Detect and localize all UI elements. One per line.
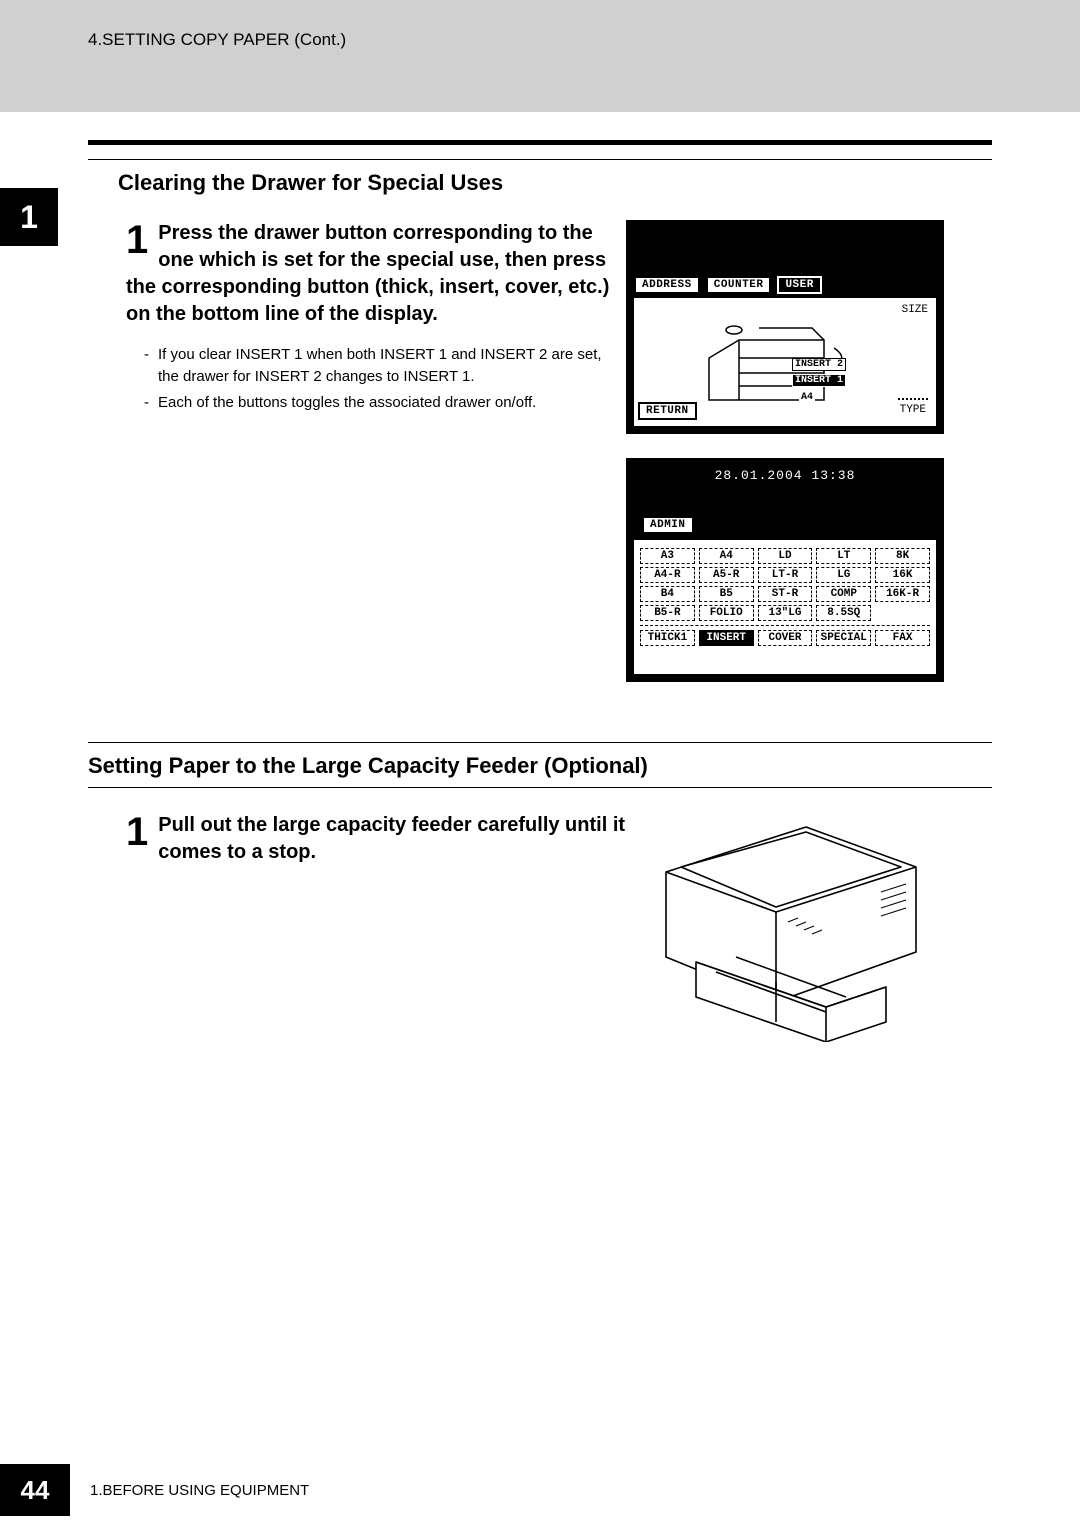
size-ld[interactable]: LD — [758, 548, 813, 564]
size-a3[interactable]: A3 — [640, 548, 695, 564]
size-a5r[interactable]: A5-R — [699, 567, 754, 583]
type-insert[interactable]: INSERT — [699, 630, 754, 646]
type-fax[interactable]: FAX — [875, 630, 930, 646]
bullet-item: If you clear INSERT 1 when both INSERT 1… — [158, 344, 626, 388]
page-number: 44 — [0, 1464, 70, 1516]
size-a4[interactable]: A4 — [699, 548, 754, 564]
address-tab[interactable]: ADDRESS — [634, 276, 700, 294]
section1-title: Clearing the Drawer for Special Uses — [118, 170, 992, 196]
insert1-label[interactable]: INSERT 1 — [792, 374, 846, 387]
size-lt[interactable]: LT — [816, 548, 871, 564]
step2-text-col: 1 Pull out the large capacity feeder car… — [126, 812, 626, 1042]
type-special[interactable]: SPECIAL — [816, 630, 871, 646]
size-label: SIZE — [902, 304, 928, 316]
feeder-illustration — [626, 812, 936, 1042]
step-number: 1 — [126, 220, 148, 260]
user-tab[interactable]: USER — [777, 276, 821, 294]
size-lg[interactable]: LG — [816, 567, 871, 583]
type-cover[interactable]: COVER — [758, 630, 813, 646]
bullet-item: Each of the buttons toggles the associat… — [158, 392, 626, 414]
size-grid: A3 A4 LD LT 8K A4-R A5-R LT-R LG 16K — [634, 540, 936, 674]
step1-bullets: If you clear INSERT 1 when both INSERT 1… — [126, 344, 626, 413]
step-number: 1 — [126, 812, 148, 852]
section1-step: 1 Press the drawer button corresponding … — [126, 220, 992, 682]
section2: Setting Paper to the Large Capacity Feed… — [88, 742, 992, 1042]
size-16kr[interactable]: 16K-R — [875, 586, 930, 602]
datetime: 28.01.2004 13:38 — [626, 458, 944, 483]
size-a4r[interactable]: A4-R — [640, 567, 695, 583]
size-str[interactable]: ST-R — [758, 586, 813, 602]
size-85sq[interactable]: 8.5SQ — [816, 605, 871, 621]
content: 1 Clearing the Drawer for Special Uses 1… — [0, 140, 1080, 1042]
step1-text-col: 1 Press the drawer button corresponding … — [126, 220, 626, 682]
footer-text: 1.BEFORE USING EQUIPMENT — [90, 1482, 309, 1499]
page-header: 4.SETTING COPY PAPER (Cont.) — [0, 0, 1080, 112]
size-b5r[interactable]: B5-R — [640, 605, 695, 621]
size-b5[interactable]: B5 — [699, 586, 754, 602]
step-text: Press the drawer button corresponding to… — [126, 222, 609, 325]
rule-thin — [88, 159, 992, 160]
type-thick1[interactable]: THICK1 — [640, 630, 695, 646]
rule-thin — [88, 787, 992, 788]
breadcrumb: 4.SETTING COPY PAPER (Cont.) — [88, 30, 1080, 50]
size-comp[interactable]: COMP — [816, 586, 871, 602]
admin-tab[interactable]: ADMIN — [642, 516, 694, 534]
lcd-screen-drawers: ADDRESS COUNTER USER SIZE TYPE RETURN — [626, 220, 944, 434]
size-8k[interactable]: 8K — [875, 548, 930, 564]
insert2-label[interactable]: INSERT 2 — [792, 358, 846, 371]
step2-illustration — [626, 812, 992, 1042]
a4-label: A4 — [799, 392, 815, 403]
size-16k[interactable]: 16K — [875, 567, 930, 583]
size-13lg[interactable]: 13"LG — [758, 605, 813, 621]
section2-title: Setting Paper to the Large Capacity Feed… — [88, 753, 992, 779]
counter-tab[interactable]: COUNTER — [706, 276, 772, 294]
page-footer: 44 1.BEFORE USING EQUIPMENT — [0, 1454, 1080, 1526]
type-label: TYPE — [898, 398, 928, 416]
lcd-screen-sizes: 28.01.2004 13:38 ADMIN A3 A4 LD LT 8K A4… — [626, 458, 944, 682]
chapter-tab: 1 — [0, 188, 58, 246]
section2-step: 1 Pull out the large capacity feeder car… — [126, 812, 992, 1042]
step1-screens: ADDRESS COUNTER USER SIZE TYPE RETURN — [626, 220, 992, 682]
rule-thick — [88, 140, 992, 145]
rule-thin — [88, 742, 992, 743]
return-button[interactable]: RETURN — [638, 402, 697, 420]
size-b4[interactable]: B4 — [640, 586, 695, 602]
drawer-diagram: INSERT 2 INSERT 1 A4 — [704, 308, 854, 408]
size-folio[interactable]: FOLIO — [699, 605, 754, 621]
step-text: Pull out the large capacity feeder caref… — [158, 814, 625, 863]
size-ltr[interactable]: LT-R — [758, 567, 813, 583]
